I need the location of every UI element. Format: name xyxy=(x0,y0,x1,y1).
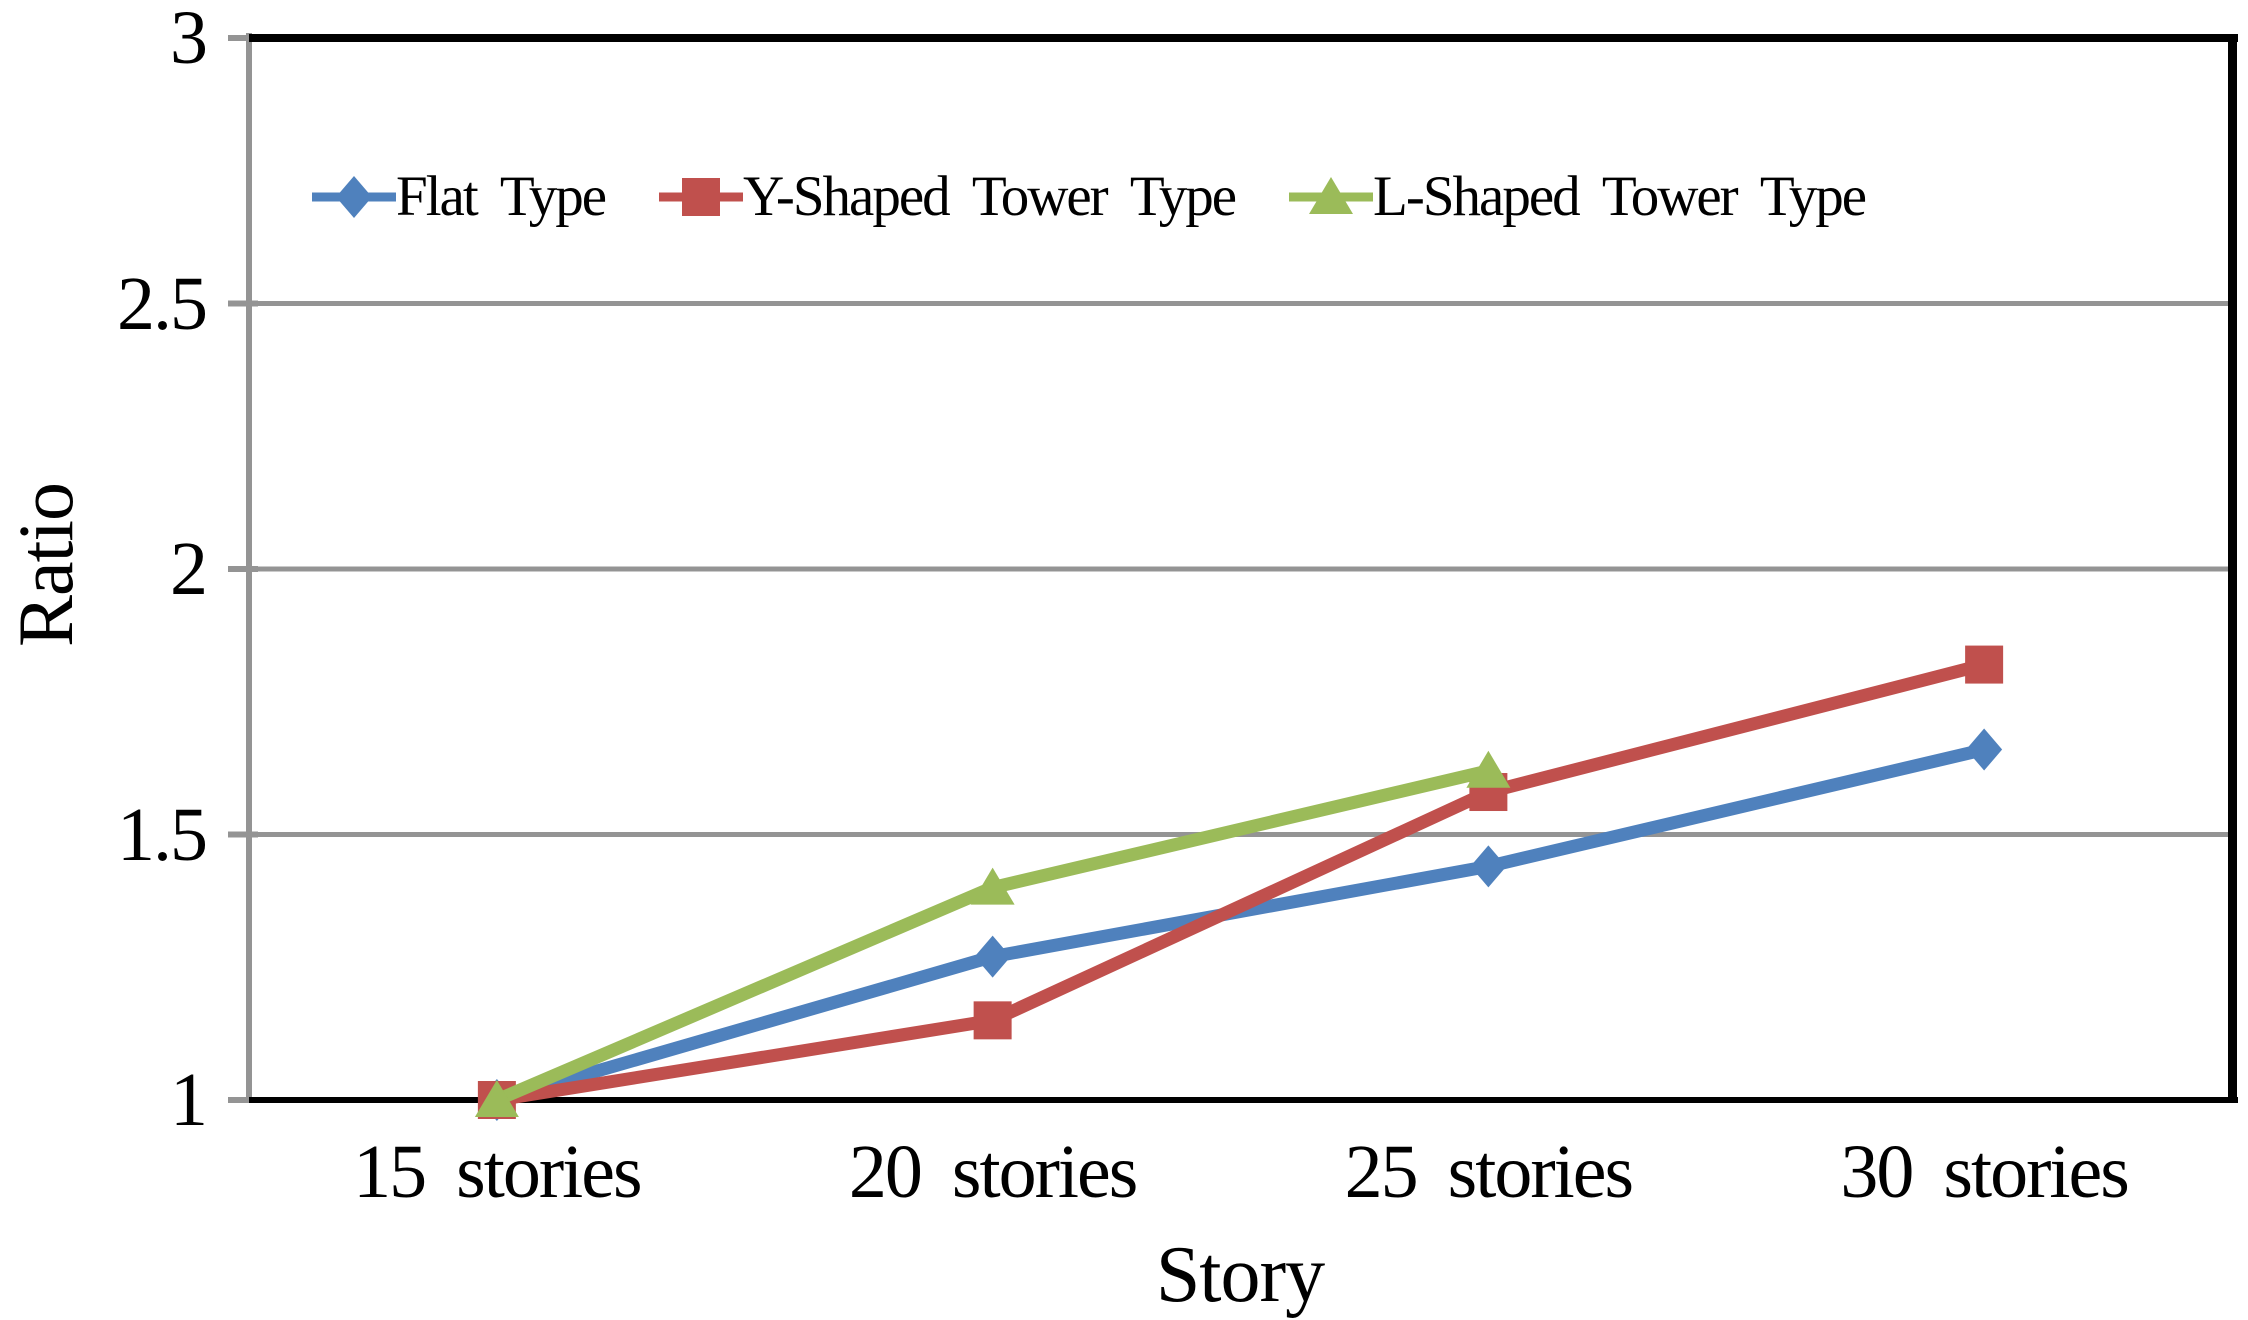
series-l-shaped-tower-type xyxy=(474,750,1511,1117)
legend-label: Flat Type xyxy=(396,165,607,228)
marker-square xyxy=(1965,645,2004,684)
y-tick-label: 1.5 xyxy=(117,792,208,877)
legend-key-square-icon xyxy=(659,178,744,216)
legend-item-l-shaped-tower-type: L-Shaped Tower Type xyxy=(1289,150,1867,244)
plot-borders xyxy=(249,34,2238,1103)
x-tick-label: 25 stories xyxy=(1344,1130,1634,1214)
y-axis-title: Ratio xyxy=(2,483,89,647)
marker-diamond xyxy=(974,935,1011,978)
y-tick-label: 2.5 xyxy=(117,261,208,346)
legend-label: Y-Shaped Tower Type xyxy=(743,165,1237,228)
x-axis-line xyxy=(249,1097,2238,1103)
gridline xyxy=(249,301,2237,306)
legend-item-y-shaped-tower-type: Y-Shaped Tower Type xyxy=(659,150,1237,244)
y-tick-label: 1 xyxy=(170,1058,208,1142)
plot-border-right xyxy=(2228,34,2237,1103)
series-line-y-shaped-tower-type xyxy=(490,658,1991,1107)
y-axis-tick xyxy=(228,300,258,307)
legend-item-flat-type: Flat Type xyxy=(312,150,607,244)
marker-triangle xyxy=(1309,177,1354,214)
y-axis-tick xyxy=(228,831,258,838)
series-y-shaped-tower-type xyxy=(477,645,2004,1119)
y-axis-tick xyxy=(228,1097,258,1103)
marker-diamond xyxy=(1966,728,2003,771)
plot-border-top xyxy=(249,34,2238,42)
x-tick-label: 20 stories xyxy=(848,1130,1138,1214)
marker-square xyxy=(682,178,721,216)
series xyxy=(474,645,2004,1121)
series-line-flat-type xyxy=(490,743,1991,1107)
axes xyxy=(246,33,2238,1103)
x-axis-title: Story xyxy=(1155,1231,1325,1319)
marker-diamond xyxy=(1470,845,1507,888)
marker-triangle xyxy=(1466,750,1511,788)
legend-key-diamond-icon xyxy=(312,176,396,218)
marker-triangle xyxy=(970,867,1015,905)
y-tick-label: 2 xyxy=(170,527,208,611)
y-axis-tick xyxy=(228,35,258,41)
x-tick-label: 30 stories xyxy=(1840,1130,2129,1214)
marker-square xyxy=(973,1001,1012,1040)
legend: Flat Type Y-Shaped Tower Type L-Shaped Tow… xyxy=(312,150,1867,244)
legend-key-triangle-icon xyxy=(1289,177,1374,214)
y-axis-line xyxy=(246,33,252,1103)
x-tick-label: 15 stories xyxy=(353,1130,642,1214)
y-tick-label: 3 xyxy=(170,0,208,80)
y-axis-tick xyxy=(228,566,258,572)
marker-diamond xyxy=(336,176,372,218)
marker-triangle xyxy=(474,1080,519,1117)
gridline xyxy=(249,566,2237,572)
legend-label: L-Shaped Tower Type xyxy=(1373,165,1867,228)
